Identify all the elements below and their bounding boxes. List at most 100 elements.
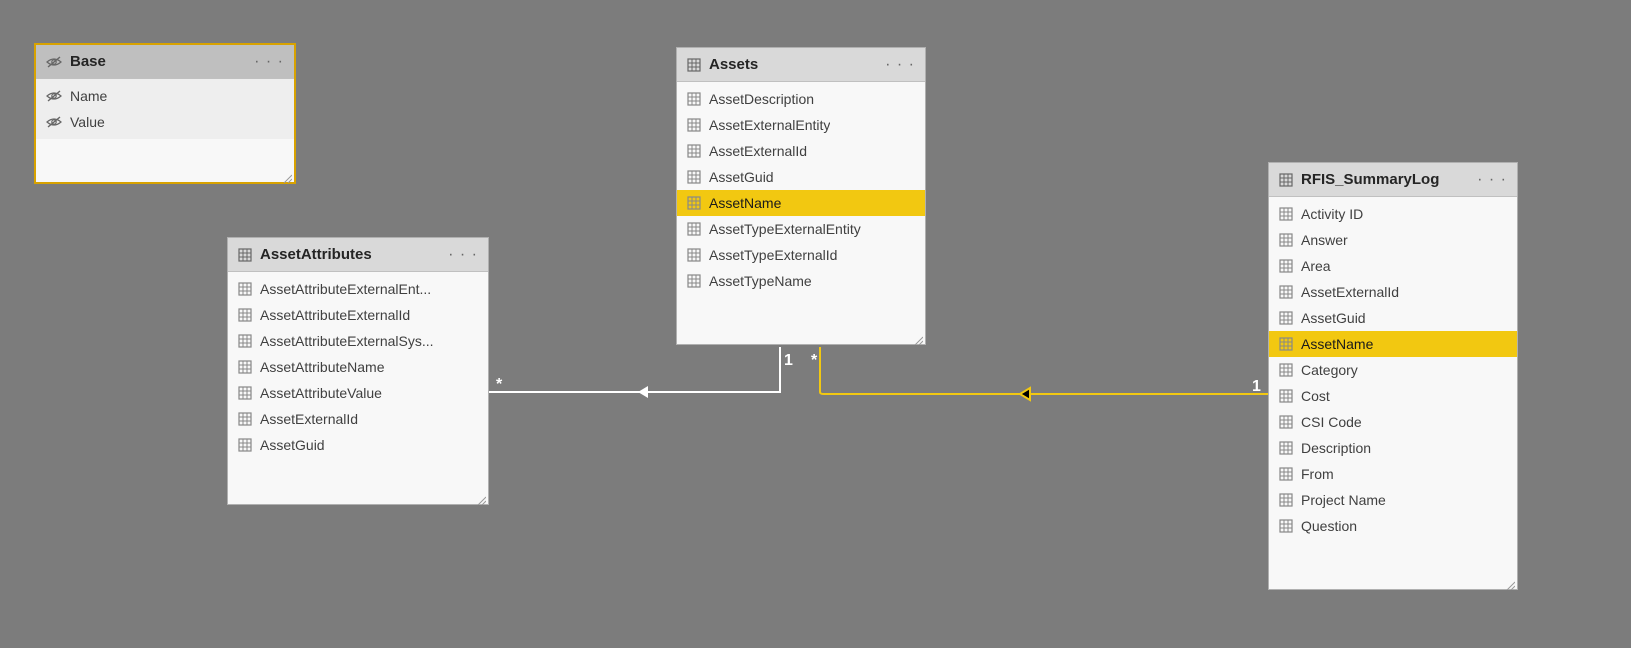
column-icon	[1279, 467, 1293, 481]
field-row[interactable]: AssetGuid	[677, 164, 925, 190]
field-name: Cost	[1301, 388, 1330, 404]
column-icon	[687, 144, 701, 158]
column-icon	[238, 334, 252, 348]
field-row[interactable]: AssetName	[1269, 331, 1517, 357]
field-name: AssetExternalId	[1301, 284, 1399, 300]
field-name: AssetExternalEntity	[709, 117, 830, 133]
resize-handle[interactable]	[1505, 577, 1515, 587]
field-row[interactable]: Description	[1269, 435, 1517, 461]
table-card-assetattributes[interactable]: AssetAttributes · · · AssetAttributeExte…	[227, 237, 489, 505]
field-name: AssetAttributeExternalSys...	[260, 333, 434, 349]
column-icon	[1279, 337, 1293, 351]
field-name: Category	[1301, 362, 1358, 378]
field-name: AssetExternalId	[260, 411, 358, 427]
field-row[interactable]: AssetDescription	[677, 86, 925, 112]
field-name: AssetAttributeName	[260, 359, 385, 375]
table-header[interactable]: AssetAttributes · · ·	[228, 238, 488, 272]
column-icon	[687, 274, 701, 288]
field-row[interactable]: Name	[36, 83, 294, 109]
field-row[interactable]: Area	[1269, 253, 1517, 279]
field-name: AssetGuid	[709, 169, 774, 185]
table-icon	[687, 58, 701, 72]
field-row[interactable]: From	[1269, 461, 1517, 487]
table-card-rfis-summarylog[interactable]: RFIS_SummaryLog · · · Activity ID Answer…	[1268, 162, 1518, 590]
field-row[interactable]: AssetAttributeExternalEnt...	[228, 276, 488, 302]
field-name: CSI Code	[1301, 414, 1362, 430]
field-row[interactable]: Project Name	[1269, 487, 1517, 513]
field-name: Name	[70, 88, 107, 104]
field-row[interactable]: AssetGuid	[228, 432, 488, 458]
field-row[interactable]: CSI Code	[1269, 409, 1517, 435]
table-card-assets[interactable]: Assets · · · AssetDescription AssetExter…	[676, 47, 926, 345]
table-header[interactable]: Base · · ·	[36, 45, 294, 79]
field-row[interactable]: AssetExternalId	[228, 406, 488, 432]
field-row[interactable]: Activity ID	[1269, 201, 1517, 227]
field-row[interactable]: Answer	[1269, 227, 1517, 253]
field-row[interactable]: AssetExternalId	[1269, 279, 1517, 305]
field-row[interactable]: AssetExternalEntity	[677, 112, 925, 138]
field-row[interactable]: AssetGuid	[1269, 305, 1517, 331]
field-row[interactable]: AssetAttributeName	[228, 354, 488, 380]
hidden-icon	[46, 89, 62, 103]
column-icon	[238, 308, 252, 322]
resize-handle[interactable]	[913, 332, 923, 342]
more-options-icon[interactable]: · · ·	[1477, 171, 1507, 189]
table-icon	[238, 248, 252, 262]
field-name: AssetName	[709, 195, 781, 211]
table-title: Assets	[709, 56, 758, 73]
field-name: AssetTypeExternalId	[709, 247, 837, 263]
column-icon	[1279, 233, 1293, 247]
field-row[interactable]: AssetExternalId	[677, 138, 925, 164]
cardinality-one-label: 1	[1252, 378, 1261, 396]
field-row[interactable]: AssetTypeExternalEntity	[677, 216, 925, 242]
column-icon	[1279, 259, 1293, 273]
column-icon	[1279, 519, 1293, 533]
field-list: Name Value	[36, 79, 294, 139]
column-icon	[687, 118, 701, 132]
field-row[interactable]: AssetAttributeExternalSys...	[228, 328, 488, 354]
field-row[interactable]: Category	[1269, 357, 1517, 383]
table-card-base[interactable]: Base · · · Name Value	[34, 43, 296, 184]
field-row[interactable]: Question	[1269, 513, 1517, 539]
table-title: Base	[70, 53, 106, 70]
field-row[interactable]: AssetAttributeValue	[228, 380, 488, 406]
resize-handle[interactable]	[476, 492, 486, 502]
field-row[interactable]: AssetTypeName	[677, 268, 925, 294]
column-icon	[238, 438, 252, 452]
column-icon	[238, 360, 252, 374]
resize-handle[interactable]	[282, 170, 292, 180]
table-header[interactable]: RFIS_SummaryLog · · ·	[1269, 163, 1517, 197]
table-title: RFIS_SummaryLog	[1301, 171, 1439, 188]
field-list: AssetAttributeExternalEnt... AssetAttrib…	[228, 272, 488, 462]
field-row[interactable]: Cost	[1269, 383, 1517, 409]
column-icon	[238, 282, 252, 296]
field-row[interactable]: AssetName	[677, 190, 925, 216]
field-list: Activity ID Answer Area AssetExternalId …	[1269, 197, 1517, 543]
field-name: AssetTypeExternalEntity	[709, 221, 861, 237]
field-name: Question	[1301, 518, 1357, 534]
more-options-icon[interactable]: · · ·	[448, 246, 478, 264]
column-icon	[1279, 363, 1293, 377]
more-options-icon[interactable]: · · ·	[885, 56, 915, 74]
cardinality-many-label: *	[811, 352, 817, 370]
column-icon	[1279, 285, 1293, 299]
column-icon	[1279, 493, 1293, 507]
hidden-icon	[46, 55, 62, 69]
field-name: AssetGuid	[1301, 310, 1366, 326]
field-name: AssetDescription	[709, 91, 814, 107]
column-icon	[687, 196, 701, 210]
field-row[interactable]: AssetTypeExternalId	[677, 242, 925, 268]
field-row[interactable]: Value	[36, 109, 294, 135]
field-name: AssetAttributeValue	[260, 385, 382, 401]
column-icon	[1279, 207, 1293, 221]
table-title: AssetAttributes	[260, 246, 372, 263]
field-name: AssetAttributeExternalEnt...	[260, 281, 431, 297]
field-name: Activity ID	[1301, 206, 1363, 222]
field-row[interactable]: AssetAttributeExternalId	[228, 302, 488, 328]
table-header[interactable]: Assets · · ·	[677, 48, 925, 82]
column-icon	[687, 170, 701, 184]
field-name: Answer	[1301, 232, 1348, 248]
column-icon	[687, 92, 701, 106]
column-icon	[1279, 389, 1293, 403]
more-options-icon[interactable]: · · ·	[254, 53, 284, 71]
